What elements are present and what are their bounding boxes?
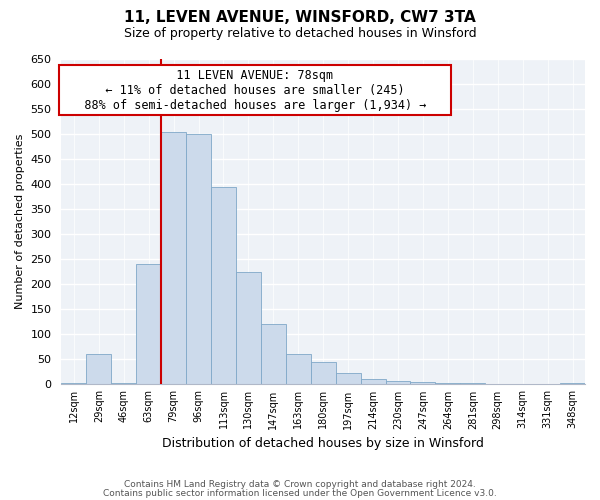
Bar: [386, 381, 410, 384]
Text: 11 LEVEN AVENUE: 78sqm   
   ← 11% of detached houses are smaller (245)   
   88: 11 LEVEN AVENUE: 78sqm ← 11% of detached…: [63, 69, 448, 112]
Bar: [410, 382, 436, 384]
X-axis label: Distribution of detached houses by size in Winsford: Distribution of detached houses by size …: [162, 437, 484, 450]
Bar: [161, 132, 186, 384]
Bar: [436, 383, 460, 384]
Bar: [236, 272, 261, 384]
Bar: [361, 380, 386, 384]
Bar: [186, 134, 211, 384]
Bar: [286, 354, 311, 384]
Bar: [335, 374, 361, 384]
Bar: [311, 362, 335, 384]
Bar: [211, 186, 236, 384]
Text: Contains public sector information licensed under the Open Government Licence v3: Contains public sector information licen…: [103, 490, 497, 498]
Text: Size of property relative to detached houses in Winsford: Size of property relative to detached ho…: [124, 28, 476, 40]
Bar: [261, 324, 286, 384]
Bar: [136, 264, 161, 384]
Bar: [111, 383, 136, 384]
Y-axis label: Number of detached properties: Number of detached properties: [15, 134, 25, 310]
Text: 11, LEVEN AVENUE, WINSFORD, CW7 3TA: 11, LEVEN AVENUE, WINSFORD, CW7 3TA: [124, 10, 476, 25]
Bar: [86, 354, 111, 384]
Text: Contains HM Land Registry data © Crown copyright and database right 2024.: Contains HM Land Registry data © Crown c…: [124, 480, 476, 489]
